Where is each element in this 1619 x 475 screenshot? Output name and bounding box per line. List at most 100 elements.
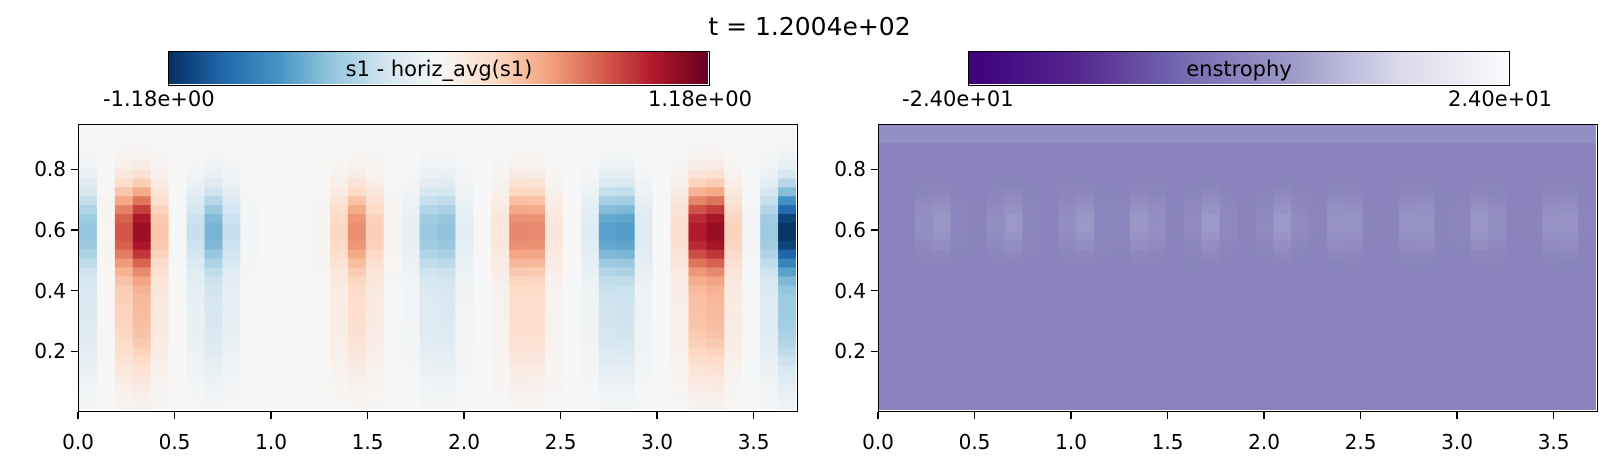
enstrophy-cell — [1542, 160, 1561, 171]
enstrophy-cell — [1076, 169, 1095, 180]
enstrophy-cell — [1398, 347, 1418, 358]
s1-cell — [419, 285, 439, 295]
enstrophy-cell — [1112, 312, 1131, 322]
s1-cell — [240, 214, 259, 224]
enstrophy-cell — [1380, 258, 1400, 269]
enstrophy-cell — [986, 303, 1006, 313]
s1-cell — [96, 320, 116, 331]
enstrophy-cell — [1094, 276, 1113, 286]
enstrophy-cell — [896, 329, 916, 340]
s1-cell — [312, 151, 331, 162]
enstrophy-cell — [1004, 294, 1024, 304]
s1-cell — [634, 338, 654, 349]
s1-cell — [114, 294, 134, 304]
s1-cell — [545, 222, 564, 233]
s1-cell — [186, 178, 206, 188]
enstrophy-cell — [1291, 222, 1310, 233]
enstrophy-cell — [1380, 214, 1400, 224]
enstrophy-cell — [1076, 276, 1095, 286]
enstrophy-cell — [1040, 303, 1059, 313]
enstrophy-cell — [968, 356, 988, 367]
enstrophy-cell — [1380, 249, 1400, 260]
enstrophy-xtick-label: 2.5 — [1344, 430, 1377, 454]
enstrophy-cell — [932, 374, 952, 384]
enstrophy-cell — [896, 338, 916, 349]
enstrophy-cell — [1309, 249, 1328, 260]
enstrophy-cell — [1291, 169, 1310, 180]
enstrophy-cell — [914, 267, 934, 278]
enstrophy-cell — [1542, 312, 1561, 322]
enstrophy-cell — [950, 240, 970, 251]
s1-cell — [616, 205, 636, 215]
enstrophy-cell — [1201, 312, 1221, 322]
s1-cell — [365, 125, 385, 135]
s1-cell — [455, 294, 474, 304]
heatmap-s1-cells — [79, 125, 796, 410]
colorbar-enstrophy-gradient — [969, 52, 1508, 84]
s1-cell — [634, 401, 654, 410]
s1-cell — [114, 240, 134, 251]
enstrophy-cell — [1255, 401, 1274, 410]
s1-cell — [473, 125, 492, 135]
enstrophy-cell — [1345, 222, 1364, 233]
s1-cell — [670, 383, 690, 393]
s1-cell — [616, 151, 636, 162]
s1-cell — [580, 276, 600, 286]
s1-cell — [545, 196, 564, 206]
s1-cell — [455, 276, 474, 286]
enstrophy-cell — [950, 258, 970, 269]
s1-cell — [365, 303, 385, 313]
s1-cell — [365, 214, 385, 224]
enstrophy-cell — [932, 285, 952, 295]
s1-cell — [580, 249, 600, 260]
enstrophy-cell — [1058, 125, 1077, 135]
enstrophy-cell — [986, 249, 1006, 260]
s1-cell — [670, 401, 690, 410]
s1-cell — [616, 347, 636, 358]
s1-cell — [634, 240, 654, 251]
enstrophy-cell — [1416, 151, 1436, 162]
s1-cell — [778, 196, 796, 206]
s1-cell — [455, 285, 474, 295]
enstrophy-cell — [1362, 222, 1382, 233]
enstrophy-cell — [986, 312, 1006, 322]
s1-cell — [670, 338, 690, 349]
enstrophy-cell — [1094, 303, 1113, 313]
enstrophy-cell — [1201, 374, 1221, 384]
s1-cell — [616, 365, 636, 375]
s1-cell — [455, 329, 474, 340]
s1-cell — [329, 142, 349, 153]
enstrophy-cell — [1040, 231, 1059, 242]
s1-cell — [401, 151, 421, 162]
enstrophy-cell — [1129, 267, 1149, 278]
s1-cell — [222, 383, 241, 393]
enstrophy-cell — [1201, 125, 1221, 135]
enstrophy-cell — [1488, 240, 1507, 251]
s1-cell — [419, 329, 439, 340]
enstrophy-cell — [1058, 276, 1077, 286]
enstrophy-cell — [932, 142, 952, 153]
s1-cell — [204, 267, 224, 278]
s1-cell — [724, 276, 743, 286]
enstrophy-cell — [1094, 231, 1113, 242]
enstrophy-cell — [914, 365, 934, 375]
s1-cell — [706, 187, 725, 197]
s1-cell — [598, 196, 618, 206]
s1-cell — [724, 374, 743, 384]
s1-cell — [473, 356, 492, 367]
enstrophy-cell — [1237, 222, 1257, 233]
enstrophy-cell — [1201, 347, 1221, 358]
s1-cell — [401, 383, 421, 393]
enstrophy-cell — [1470, 214, 1490, 224]
enstrophy-cell — [1362, 133, 1382, 144]
s1-cell — [706, 312, 725, 322]
enstrophy-cell — [1470, 312, 1490, 322]
s1-cell — [688, 187, 707, 197]
enstrophy-cell — [1470, 338, 1490, 349]
s1-cell — [240, 125, 259, 135]
s1-cell — [419, 125, 439, 135]
enstrophy-cell — [1201, 392, 1221, 402]
s1-cell — [491, 196, 510, 206]
s1-cell — [634, 294, 654, 304]
enstrophy-cell — [1112, 160, 1131, 171]
